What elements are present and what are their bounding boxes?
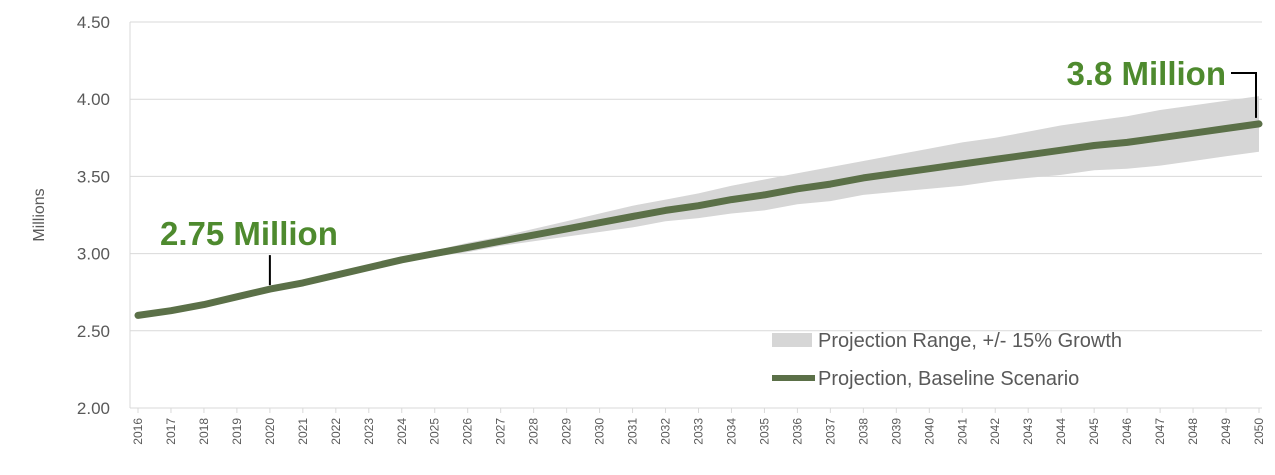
y-tick-label: 4.50 <box>77 13 110 32</box>
callout-label: 3.8 Million <box>1066 55 1226 92</box>
y-tick-label: 3.00 <box>77 245 110 264</box>
legend-band-label: Projection Range, +/- 15% Growth <box>818 330 1122 352</box>
y-tick-label: 2.50 <box>77 322 110 341</box>
x-tick-label: 2031 <box>626 418 640 445</box>
x-tick-label: 2034 <box>724 418 738 445</box>
x-tick-label: 2044 <box>1054 418 1068 445</box>
x-tick-label: 2041 <box>955 418 969 445</box>
x-tick-label: 2024 <box>395 418 409 445</box>
x-tick-label: 2046 <box>1120 418 1134 445</box>
x-tick-label: 2025 <box>428 418 442 445</box>
x-tick-label: 2035 <box>757 418 771 445</box>
x-tick-label: 2030 <box>593 418 607 445</box>
y-axis-label: Millions <box>31 188 48 241</box>
legend-line-label: Projection, Baseline Scenario <box>818 368 1079 390</box>
callout-label: 2.75 Million <box>160 215 338 252</box>
x-tick-label: 2045 <box>1087 418 1101 445</box>
legend: Projection Range, +/- 15% Growth Project… <box>772 330 1122 390</box>
legend-band-swatch <box>772 333 812 347</box>
x-tick-label: 2027 <box>494 418 508 445</box>
x-tick-label: 2019 <box>230 418 244 445</box>
y-tick-label: 3.50 <box>77 167 110 186</box>
x-tick-label: 2039 <box>889 418 903 445</box>
x-tick-label: 2033 <box>692 418 706 445</box>
baseline-line-layer <box>134 120 1263 319</box>
gridlines <box>129 21 1262 409</box>
x-tick-label: 2023 <box>362 418 376 445</box>
x-tick-label: 2020 <box>263 418 277 445</box>
x-tick-label: 2018 <box>197 418 211 445</box>
x-tick-label: 2038 <box>856 418 870 445</box>
callout-leader-line <box>1231 72 1257 118</box>
x-tick-label: 2048 <box>1186 418 1200 445</box>
x-tick-label: 2043 <box>1021 418 1035 445</box>
y-axis-ticks: 2.00 2.50 3.00 3.50 4.00 4.50 <box>77 13 110 418</box>
x-tick-label: 2037 <box>823 418 837 445</box>
x-tick-label: 2040 <box>922 418 936 445</box>
x-axis-ticks: 2016 2017 2018 2019 2020 2021 2022 2023 2024 2025… <box>131 408 1266 445</box>
x-tick-label: 2022 <box>329 418 343 445</box>
x-tick-label: 2047 <box>1153 418 1167 445</box>
x-tick-label: 2042 <box>988 418 1002 445</box>
x-tick-label: 2021 <box>296 418 310 445</box>
x-tick-label: 2036 <box>790 418 804 445</box>
x-tick-label: 2032 <box>659 418 673 445</box>
y-tick-label: 4.00 <box>77 90 110 109</box>
x-tick-label: 2028 <box>527 418 541 445</box>
x-tick-label: 2016 <box>131 418 145 445</box>
x-tick-label: 2026 <box>461 418 475 445</box>
y-tick-label: 2.00 <box>77 399 110 418</box>
x-tick-label: 2050 <box>1252 418 1266 445</box>
x-tick-label: 2017 <box>164 418 178 445</box>
x-tick-label: 2029 <box>560 418 574 445</box>
baseline-series-line <box>134 120 1263 319</box>
callout-annotations: 2.75 Million 3.8 Million <box>160 55 1257 286</box>
x-tick-label: 2049 <box>1219 418 1233 445</box>
